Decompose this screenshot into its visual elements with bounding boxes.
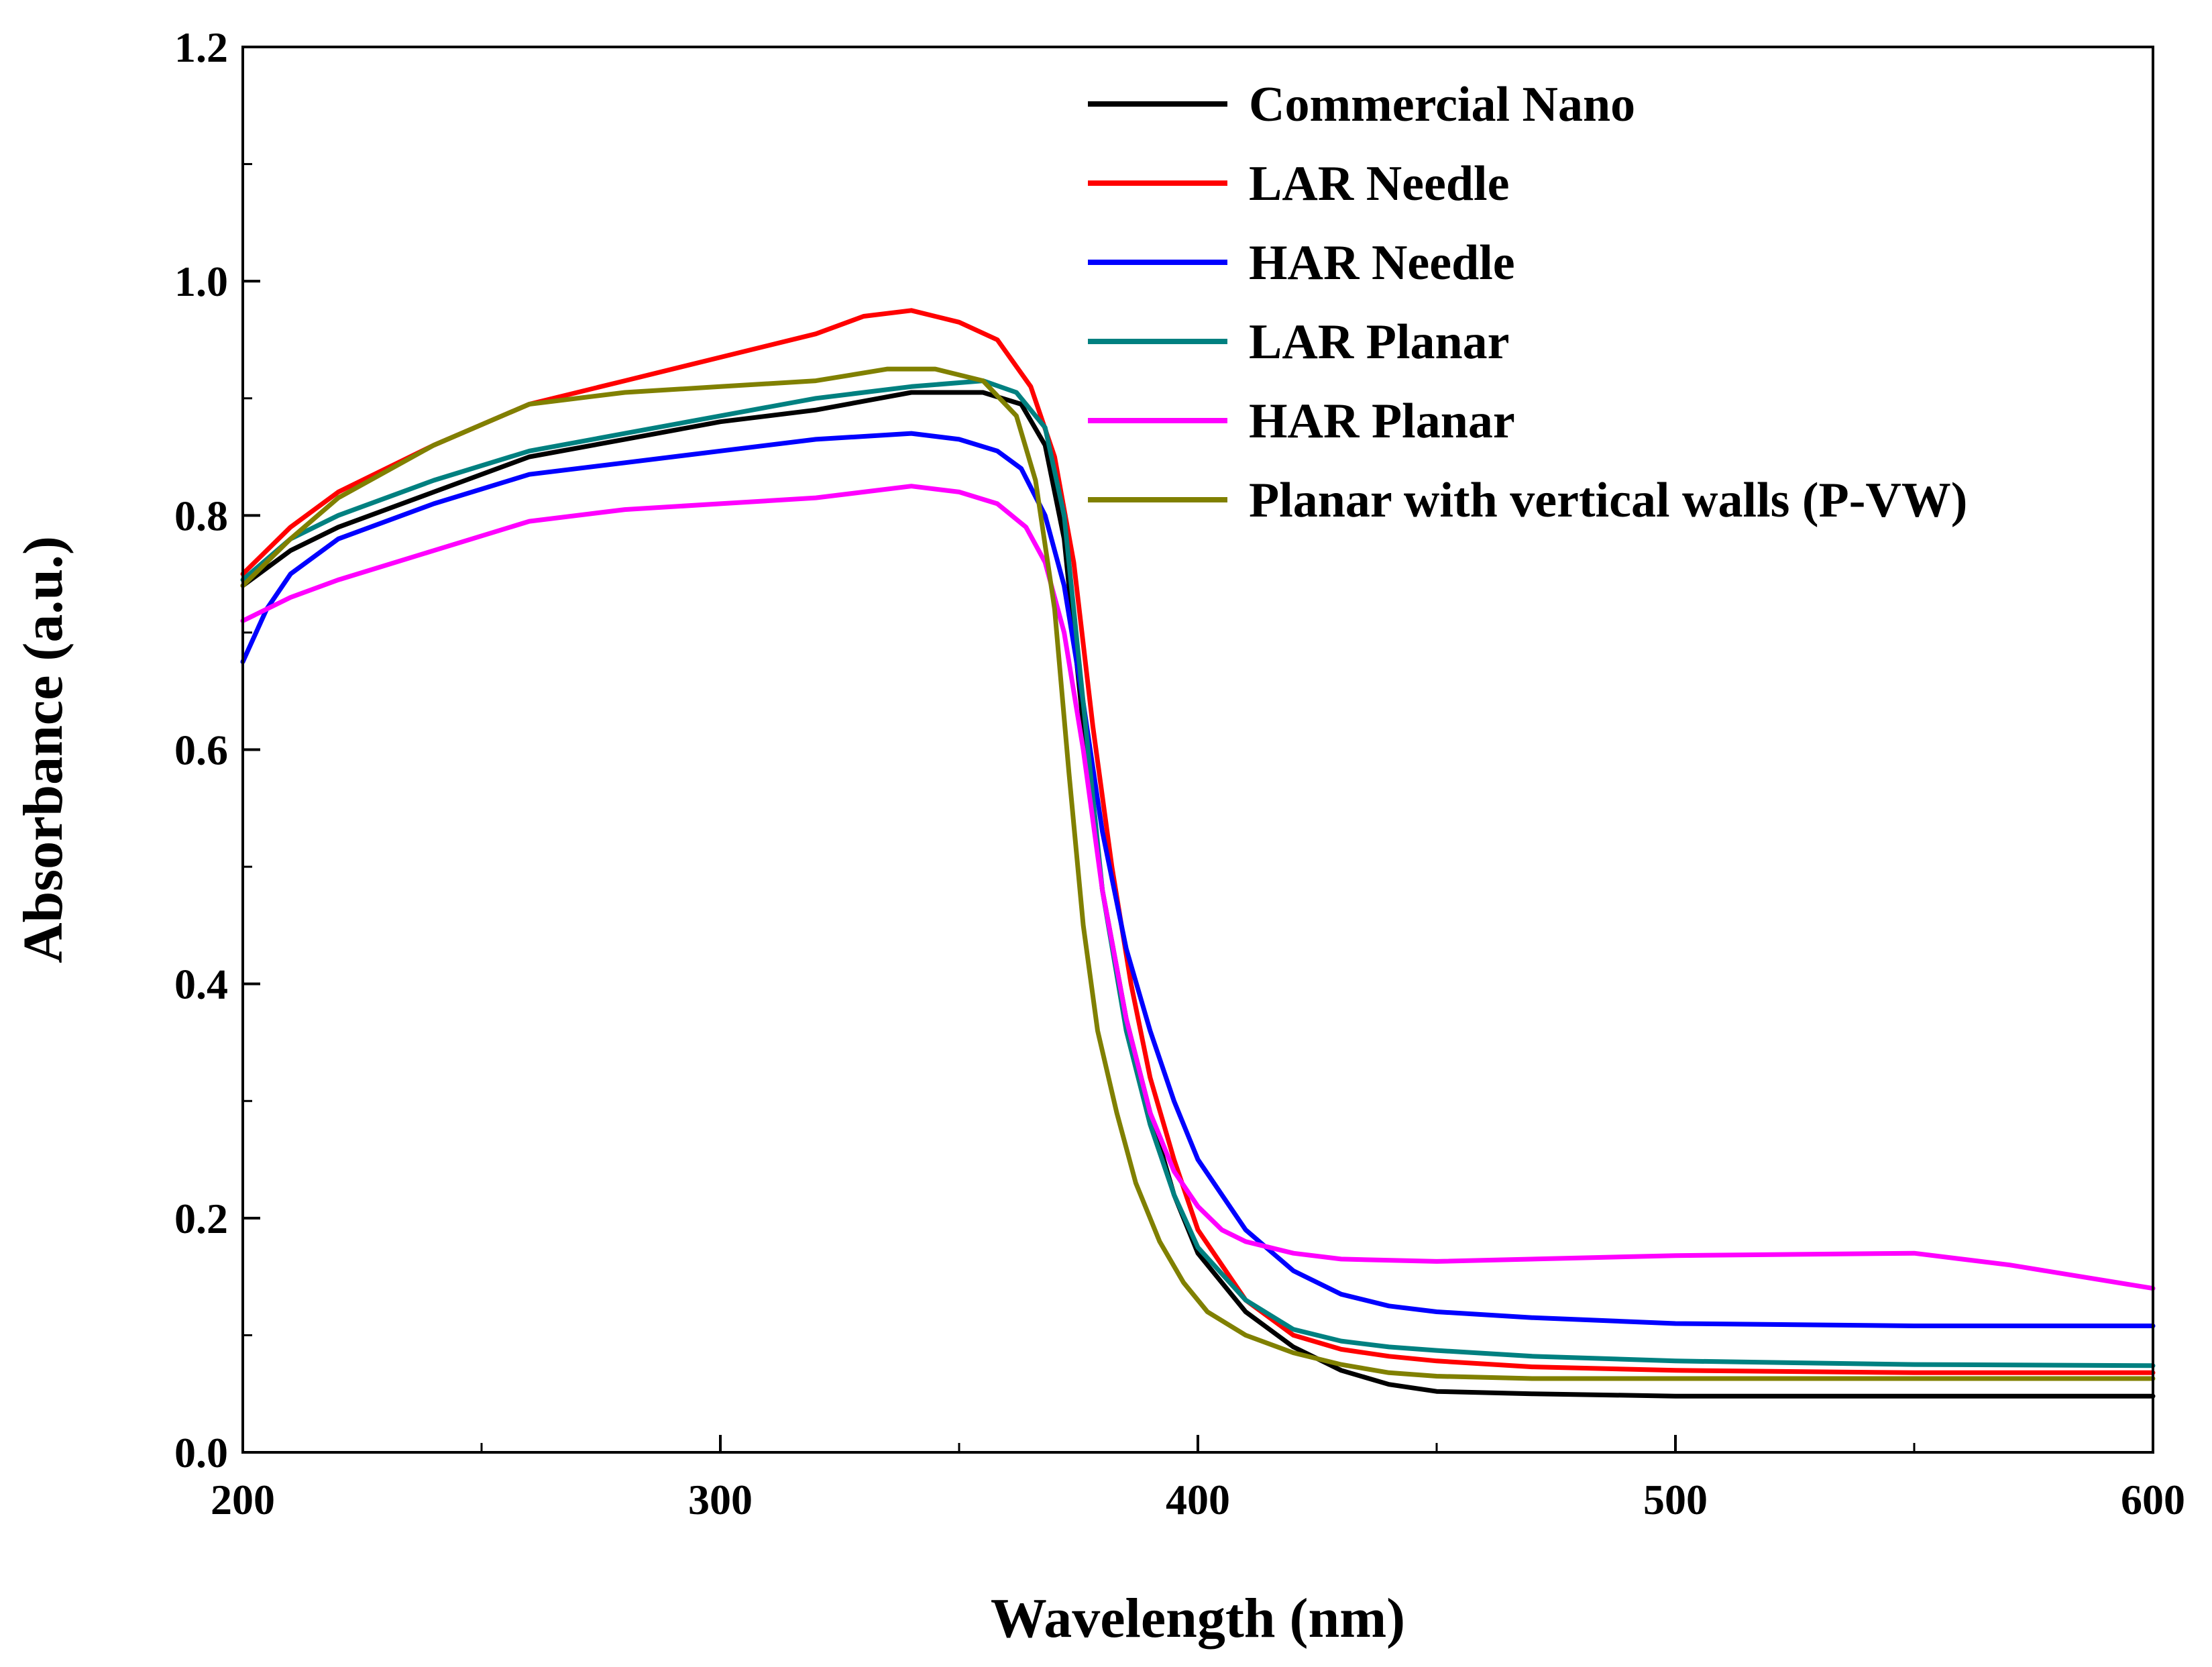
x-tick-label: 500: [1643, 1476, 1708, 1523]
y-tick-labels: 0.0 0.2 0.4 0.6 0.8 1.0 1.2: [174, 23, 228, 1476]
y-tick-label: 0.8: [174, 492, 228, 539]
y-axis-title: Absorbance (a.u.): [12, 536, 74, 963]
x-tick-labels: 200 300 400 500 600: [211, 1476, 2185, 1523]
legend-label-lar-planar: LAR Planar: [1249, 315, 1510, 370]
major-ticks: [241, 46, 2154, 1454]
x-axis-title: Wavelength (nm): [991, 1587, 1405, 1650]
x-tick-label: 600: [2121, 1476, 2185, 1523]
legend-label-har-needle: HAR Needle: [1249, 235, 1515, 290]
plot-frame: [241, 46, 2154, 1454]
x-tick-label: 300: [688, 1476, 753, 1523]
legend-label-planar-with-vertical-walls-p-vw: Planar with vertical walls (P-VW): [1249, 473, 1967, 528]
y-tick-label: 0.0: [174, 1429, 228, 1476]
legend-label-lar-needle: LAR Needle: [1249, 156, 1509, 211]
series-line-har-needle: [240, 431, 2156, 1328]
series-lines: [240, 308, 2156, 1399]
y-tick-label: 0.6: [174, 727, 228, 774]
legend-label-har-planar: HAR Planar: [1249, 394, 1515, 449]
x-tick-label: 200: [211, 1476, 275, 1523]
y-tick-label: 1.2: [174, 23, 228, 71]
series-line-planar-with-vertical-walls-p-vw: [240, 366, 2156, 1381]
y-tick-label: 1.0: [174, 258, 228, 305]
y-tick-label: 0.2: [174, 1195, 228, 1242]
series-line-lar-planar: [240, 378, 2156, 1368]
series-line-lar-needle: [240, 308, 2156, 1375]
x-tick-label: 400: [1166, 1476, 1230, 1523]
legend-label-commercial-nano: Commercial Nano: [1249, 77, 1635, 132]
y-tick-label: 0.4: [174, 961, 228, 1008]
minor-ticks: [243, 163, 1916, 1452]
series-line-har-planar: [240, 484, 2156, 1291]
legend: Commercial Nano LAR Needle HAR Needle LAR P…: [1088, 77, 1967, 528]
